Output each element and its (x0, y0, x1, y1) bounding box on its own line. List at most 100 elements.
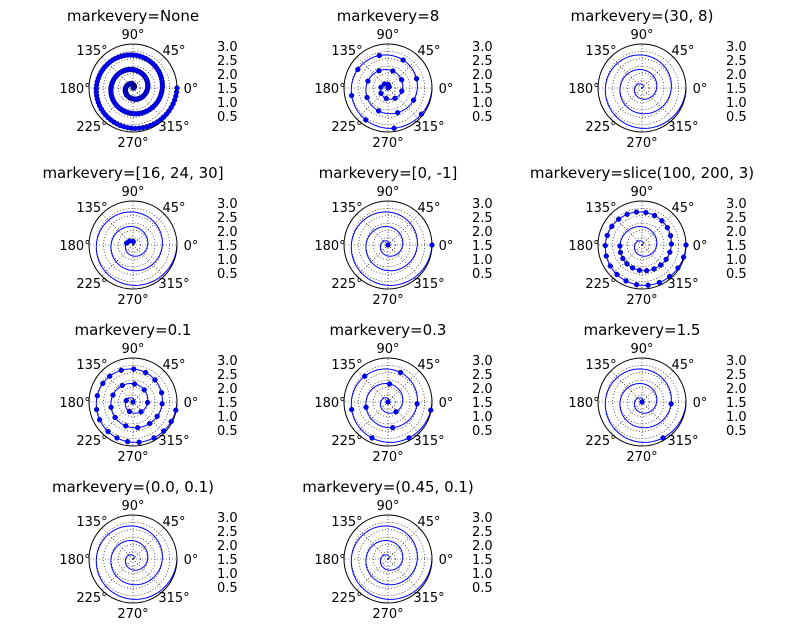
data-marker (376, 52, 382, 59)
radial-gridline (125, 394, 141, 410)
data-marker (392, 95, 398, 101)
angle-tick-label: 45° (162, 358, 185, 373)
radial-tick-label: 0.5 (726, 267, 747, 282)
radial-gridline (619, 379, 665, 425)
angle-tick-label: 270° (626, 293, 657, 308)
data-marker (394, 110, 401, 116)
data-marker (414, 401, 420, 407)
angular-gridline (610, 56, 643, 89)
radial-tick-label: 1.5 (472, 396, 493, 411)
subplot-title: markevery=1.5 (584, 321, 701, 339)
angle-tick-label: 270° (372, 607, 403, 622)
radial-gridline (351, 51, 425, 125)
radial-tick-label: 0.5 (217, 267, 238, 282)
data-marker (355, 66, 361, 73)
polar-frame (597, 357, 687, 447)
radial-tick-label: 2.5 (726, 368, 747, 383)
data-marker (659, 218, 665, 224)
angle-tick-label: 270° (372, 293, 403, 308)
angular-gridline (387, 244, 420, 277)
polar-frame (343, 514, 433, 604)
radial-tick-label: 1.5 (217, 239, 238, 254)
data-marker (667, 249, 673, 255)
data-marker (623, 278, 629, 284)
radial-gridline (605, 51, 679, 125)
angular-gridline (101, 213, 134, 246)
angle-tick-label: 315° (158, 120, 189, 135)
data-marker (428, 407, 434, 413)
radial-gridline (96, 51, 170, 125)
angle-tick-label: 135° (585, 201, 616, 216)
angle-tick-label: 135° (76, 201, 107, 216)
angle-tick-label: 225° (585, 434, 616, 449)
data-marker (602, 242, 608, 249)
subplot-title: markevery=(30, 8) (571, 7, 714, 25)
data-marker (399, 88, 405, 94)
angle-tick-label: 0° (439, 396, 454, 411)
data-marker (406, 435, 412, 441)
radial-tick-label: 1.5 (472, 82, 493, 97)
angular-gridline (356, 56, 389, 89)
angle-tick-label: 180° (314, 82, 345, 97)
data-marker (107, 373, 113, 379)
angle-tick-label: 315° (158, 591, 189, 606)
data-marker (636, 267, 643, 273)
radial-tick-label: 0.5 (472, 267, 493, 282)
polar-subplot: markevery=(0.45, 0.1) 0° 45° 90° 135° 180° 225… (302, 478, 492, 622)
data-marker (363, 404, 369, 410)
angle-tick-label: 270° (626, 450, 657, 465)
angle-tick-label: 135° (331, 358, 362, 373)
radial-gridline (125, 237, 141, 253)
data-marker (131, 366, 137, 372)
angle-tick-label: 135° (331, 44, 362, 59)
radial-tick-label: 3.0 (217, 40, 238, 55)
data-marker (391, 125, 397, 131)
angle-tick-label: 180° (59, 396, 90, 411)
data-marker (663, 256, 669, 263)
data-marker (135, 425, 141, 431)
angular-gridline (387, 558, 420, 591)
data-marker (604, 232, 610, 239)
angle-tick-label: 315° (413, 434, 444, 449)
radial-gridline (125, 551, 141, 567)
radial-gridline (619, 222, 665, 268)
data-marker (385, 399, 391, 405)
data-marker (364, 94, 370, 101)
data-marker (683, 242, 689, 248)
data-marker (630, 265, 636, 271)
angle-tick-label: 135° (331, 515, 362, 530)
angular-gridline (641, 87, 674, 120)
radial-tick-label: 2.5 (472, 211, 493, 226)
data-marker (378, 84, 384, 90)
angle-tick-label: 225° (331, 277, 362, 292)
data-marker (666, 273, 673, 280)
data-marker (617, 249, 624, 256)
radial-gridline (634, 237, 650, 253)
polar-subplot: markevery=slice(100, 200, 3) 0° 45° 90° 135°… (530, 164, 754, 308)
spiral-line (350, 368, 433, 443)
data-marker (118, 367, 124, 373)
angle-tick-label: 225° (76, 120, 107, 135)
data-marker (400, 57, 406, 63)
data-marker (105, 428, 111, 435)
angle-tick-label: 0° (184, 239, 199, 254)
data-marker (397, 369, 404, 376)
data-marker (410, 97, 417, 103)
data-marker (675, 265, 681, 271)
angle-tick-label: 0° (184, 82, 199, 97)
radial-tick-label: 2.5 (217, 54, 238, 69)
radial-gridline (351, 365, 425, 439)
radial-tick-label: 3.0 (472, 354, 493, 369)
radial-tick-label: 0.5 (217, 581, 238, 596)
angle-tick-label: 90° (121, 342, 144, 357)
radial-tick-label: 1.5 (472, 239, 493, 254)
radial-tick-label: 2.5 (217, 211, 238, 226)
radial-tick-label: 3.0 (472, 511, 493, 526)
data-marker (126, 408, 133, 415)
angle-tick-label: 315° (667, 434, 698, 449)
data-marker (112, 414, 118, 421)
angle-tick-label: 180° (314, 239, 345, 254)
angle-tick-label: 225° (331, 591, 362, 606)
data-marker (680, 254, 687, 260)
